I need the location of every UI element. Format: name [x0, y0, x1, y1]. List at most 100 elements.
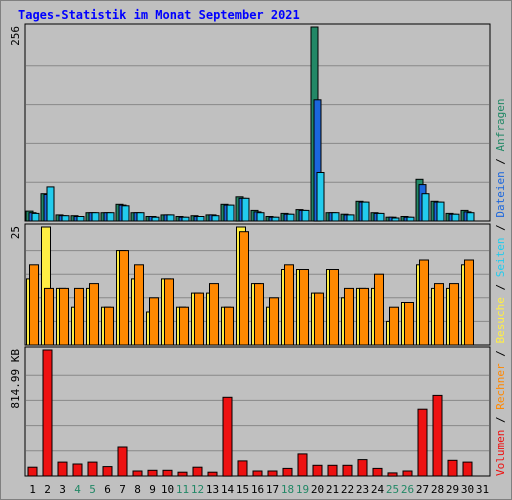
- x-axis-ticks: 1 2 3 4 5 6 7 8 9 10 11 12 13 14 15 16 17 18 19 20 21 22 23 24 2…: [29, 483, 489, 496]
- bar-rechner-day-25: [389, 306, 399, 346]
- legend-entry-volumen: Volumen: [494, 430, 507, 476]
- bar-seiten-day-20: [316, 172, 325, 222]
- scale-label-3: 814.99 KB: [9, 349, 22, 409]
- bar-volumen-day-29: [447, 459, 458, 477]
- bar-rechner-day-12: [194, 292, 204, 346]
- bar-volumen-day-10: [162, 469, 173, 477]
- bar-volumen-day-8: [132, 470, 143, 477]
- x-tick-label: 10: [161, 483, 174, 496]
- panel-1: 256: [9, 23, 491, 222]
- x-tick-label: 4: [74, 483, 81, 496]
- x-tick-label: 23: [356, 483, 369, 496]
- legend-separator: /: [494, 277, 507, 297]
- bar-seiten-day-16: [256, 212, 265, 222]
- bar-seiten-day-9: [151, 216, 160, 222]
- bar-volumen-day-11: [177, 471, 188, 477]
- x-tick-label: 3: [59, 483, 66, 496]
- x-tick-label: 6: [104, 483, 111, 496]
- panel-2: 25: [9, 223, 491, 346]
- bar-seiten-day-5: [91, 212, 100, 222]
- bar-rechner-day-17: [269, 297, 279, 346]
- x-tick-label: 17: [266, 483, 279, 496]
- x-tick-label: 25: [386, 483, 399, 496]
- x-tick-label: 27: [416, 483, 429, 496]
- legend-separator: /: [494, 218, 507, 238]
- bar-rechner-day-16: [254, 283, 264, 346]
- bar-seiten-day-25: [391, 217, 400, 222]
- legend-separator: /: [494, 410, 507, 430]
- x-tick-label: 7: [119, 483, 126, 496]
- bar-rechner-day-28: [434, 283, 444, 346]
- bar-rechner-day-10: [164, 278, 174, 346]
- x-tick-label: 5: [89, 483, 96, 496]
- x-tick-label: 8: [134, 483, 141, 496]
- bar-volumen-day-21: [327, 464, 338, 477]
- bar-rechner-day-1: [29, 264, 39, 346]
- legend-text: Volumen / Rechner / Besuche / Seiten / D…: [494, 98, 507, 476]
- bar-volumen-day-1: [27, 466, 38, 477]
- bar-volumen-day-28: [432, 394, 443, 477]
- bar-volumen-day-9: [147, 469, 158, 477]
- legend-separator: /: [494, 151, 507, 171]
- bar-rechner-day-19: [299, 269, 309, 346]
- bar-volumen-day-4: [72, 463, 83, 477]
- bar-volumen-day-15: [237, 460, 248, 477]
- bar-seiten-day-6: [106, 212, 115, 222]
- bar-volumen-day-5: [87, 461, 98, 477]
- bar-seiten-day-19: [301, 209, 310, 222]
- bar-seiten-day-28: [436, 201, 445, 222]
- bar-seiten-day-1: [31, 212, 40, 222]
- legend: Volumen / Rechner / Besuche / Seiten / D…: [494, 98, 507, 476]
- x-tick-label: 16: [251, 483, 264, 496]
- bar-rechner-day-5: [89, 283, 99, 346]
- x-tick-label: 9: [149, 483, 156, 496]
- bar-volumen-day-6: [102, 466, 113, 477]
- bar-seiten-day-24: [376, 212, 385, 222]
- bar-seiten-day-11: [181, 216, 190, 222]
- bar-volumen-day-20: [312, 464, 323, 477]
- bar-rechner-day-8: [134, 264, 144, 346]
- bar-rechner-day-6: [104, 306, 114, 346]
- x-tick-label: 30: [461, 483, 474, 496]
- bar-volumen-day-27: [417, 408, 428, 477]
- bar-volumen-day-2: [42, 349, 53, 477]
- scale-label-1: 256: [9, 26, 22, 46]
- bar-volumen-day-14: [222, 396, 233, 477]
- bar-volumen-day-19: [297, 453, 308, 477]
- legend-entry-anfragen: Anfragen: [494, 98, 507, 151]
- legend-entry-besuche: Besuche: [494, 297, 507, 343]
- x-tick-label: 26: [401, 483, 414, 496]
- bar-rechner-day-7: [119, 250, 129, 346]
- legend-entry-seiten: Seiten: [494, 238, 507, 278]
- x-tick-label: 20: [311, 483, 324, 496]
- bar-rechner-day-15: [239, 231, 249, 346]
- x-tick-label: 14: [221, 483, 235, 496]
- x-tick-label: 21: [326, 483, 339, 496]
- legend-entry-rechner: Rechner: [494, 363, 507, 410]
- bar-rechner-day-30: [464, 259, 474, 346]
- bar-rechner-day-24: [374, 273, 384, 346]
- bar-seiten-day-13: [211, 215, 220, 222]
- bar-seiten-day-26: [406, 216, 415, 222]
- x-tick-label: 24: [371, 483, 385, 496]
- bar-volumen-day-24: [372, 467, 383, 477]
- bar-rechner-day-11: [179, 306, 189, 346]
- chart-panels: 256 25 814.99 KB: [9, 23, 491, 477]
- bar-seiten-day-10: [166, 214, 175, 222]
- bar-seiten-day-15: [241, 197, 250, 222]
- bar-rechner-day-13: [209, 283, 219, 346]
- x-tick-label: 29: [446, 483, 459, 496]
- bar-volumen-day-22: [342, 464, 353, 477]
- panel-3-box: [24, 346, 491, 477]
- bar-seiten-day-3: [61, 215, 70, 222]
- bar-volumen-day-16: [252, 470, 263, 477]
- bar-volumen-day-3: [57, 461, 68, 477]
- x-tick-label: 13: [206, 483, 219, 496]
- bar-rechner-day-22: [344, 287, 354, 346]
- bar-seiten-day-21: [331, 212, 340, 222]
- bar-rechner-day-2: [44, 287, 54, 346]
- panel-1-box: [24, 23, 491, 222]
- bar-seiten-day-29: [451, 213, 460, 222]
- x-tick-label: 12: [191, 483, 204, 496]
- bar-seiten-day-22: [346, 214, 355, 222]
